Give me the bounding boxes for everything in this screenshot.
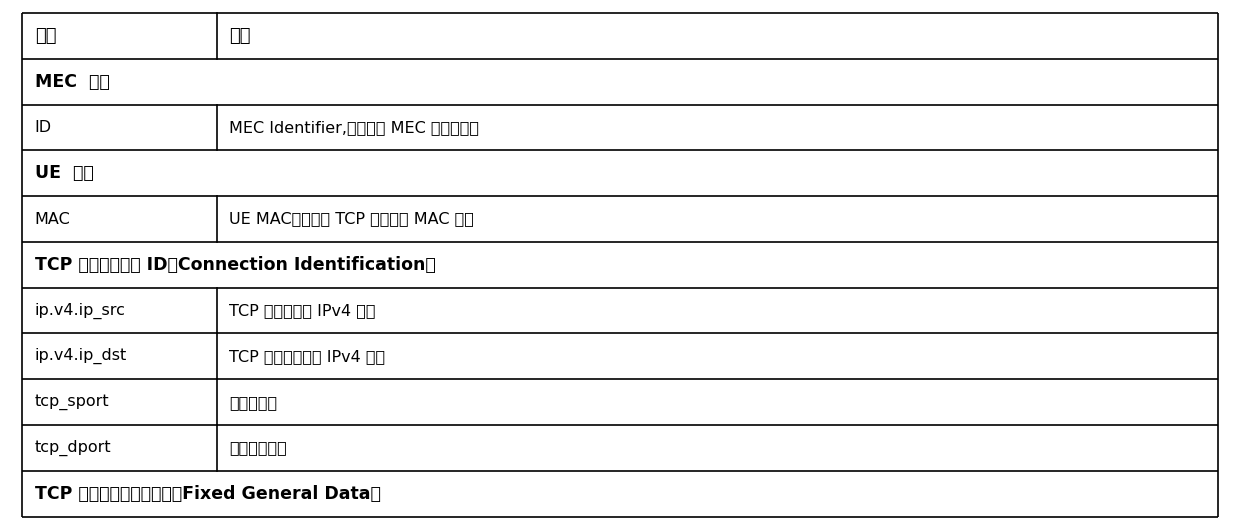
Text: MEC Identifier,接入网侧 MEC 的唯一标记: MEC Identifier,接入网侧 MEC 的唯一标记 (229, 120, 480, 135)
Bar (22, 288, 1218, 333)
Bar (22, 242, 1218, 288)
Bar (22, 425, 1218, 471)
Text: MEC  标识: MEC 标识 (35, 73, 109, 91)
Text: tcp_dport: tcp_dport (35, 440, 112, 456)
Bar (22, 150, 1218, 196)
Text: TCP 业务连接初始化数据（Fixed General Data）: TCP 业务连接初始化数据（Fixed General Data） (35, 484, 381, 503)
Text: TCP 连接目的主机 IPv4 地址: TCP 连接目的主机 IPv4 地址 (229, 349, 386, 364)
Bar (22, 471, 1218, 517)
Text: ID: ID (35, 120, 52, 135)
Text: 说明: 说明 (229, 27, 250, 45)
Bar (22, 333, 1218, 379)
Text: 参数: 参数 (35, 27, 56, 45)
Text: TCP 业务连接标识 ID（Connection Identification）: TCP 业务连接标识 ID（Connection Identification） (35, 256, 435, 274)
Text: UE  标识: UE 标识 (35, 164, 93, 183)
Text: ip.v4.ip_dst: ip.v4.ip_dst (35, 348, 126, 365)
Bar (22, 196, 1218, 242)
Text: UE MAC，即上行 TCP 数据包源 MAC 地址: UE MAC，即上行 TCP 数据包源 MAC 地址 (229, 211, 474, 227)
Text: 目的主机端口: 目的主机端口 (229, 440, 288, 456)
Text: 源主机端口: 源主机端口 (229, 394, 278, 410)
Bar (22, 379, 1218, 425)
Text: ip.v4.ip_src: ip.v4.ip_src (35, 302, 125, 319)
Bar (22, 105, 1218, 150)
Text: tcp_sport: tcp_sport (35, 394, 109, 410)
Text: TCP 连接源主机 IPv4 地址: TCP 连接源主机 IPv4 地址 (229, 303, 376, 318)
Text: MAC: MAC (35, 211, 71, 227)
Bar (22, 59, 1218, 105)
Bar (22, 13, 1218, 59)
